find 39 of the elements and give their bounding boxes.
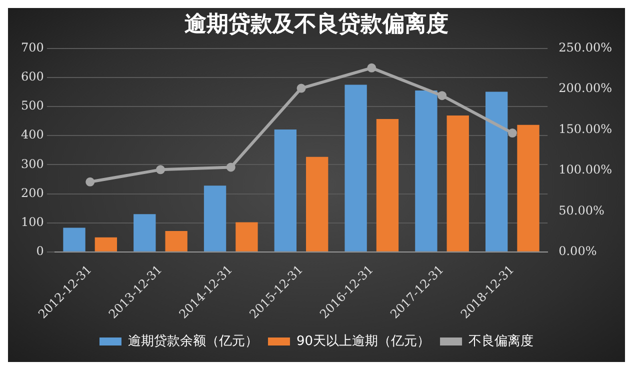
y2-tick-label: 200.00% (558, 81, 612, 96)
point (156, 165, 165, 174)
point (86, 177, 95, 186)
point (508, 128, 517, 138)
point (367, 63, 376, 72)
chart-title: 逾期贷款及不良贷款偏离度 (184, 10, 448, 37)
bar (274, 130, 297, 252)
y-tick-label: 100 (21, 214, 44, 229)
y2-tick-label: 50.00% (558, 203, 604, 218)
y-tick-label: 300 (21, 156, 44, 171)
bar (165, 230, 188, 252)
bar (236, 222, 258, 252)
bar (376, 119, 399, 252)
bar (344, 84, 367, 252)
legend-label: 不良偏离度 (468, 332, 534, 349)
y-tick-label: 700 (21, 40, 44, 55)
bar (446, 116, 469, 252)
y2-tick-label: 150.00% (558, 122, 612, 136)
bar (517, 124, 540, 252)
y-tick-label: 400 (21, 128, 44, 142)
y-tick-label: 200 (21, 186, 44, 200)
legend-label: 90天以上逾期（亿元） (296, 334, 430, 349)
y-tick-label: 0 (36, 244, 44, 258)
y2-tick-label: 100.00% (558, 162, 612, 177)
bar (485, 92, 508, 252)
y2-tick-label: 0.00% (558, 244, 597, 258)
point (296, 84, 306, 93)
bar (306, 156, 328, 252)
bar (204, 186, 226, 252)
legend-label: 逾期贷款余额（亿元） (128, 334, 258, 349)
bar (415, 90, 438, 252)
y-tick-label: 500 (21, 98, 44, 113)
bar (134, 214, 156, 252)
y-tick-label: 600 (21, 70, 44, 84)
y2-tick-label: 250.00% (558, 40, 612, 55)
point (226, 162, 236, 172)
point (438, 91, 447, 100)
bar (63, 228, 86, 252)
bar (94, 237, 118, 252)
